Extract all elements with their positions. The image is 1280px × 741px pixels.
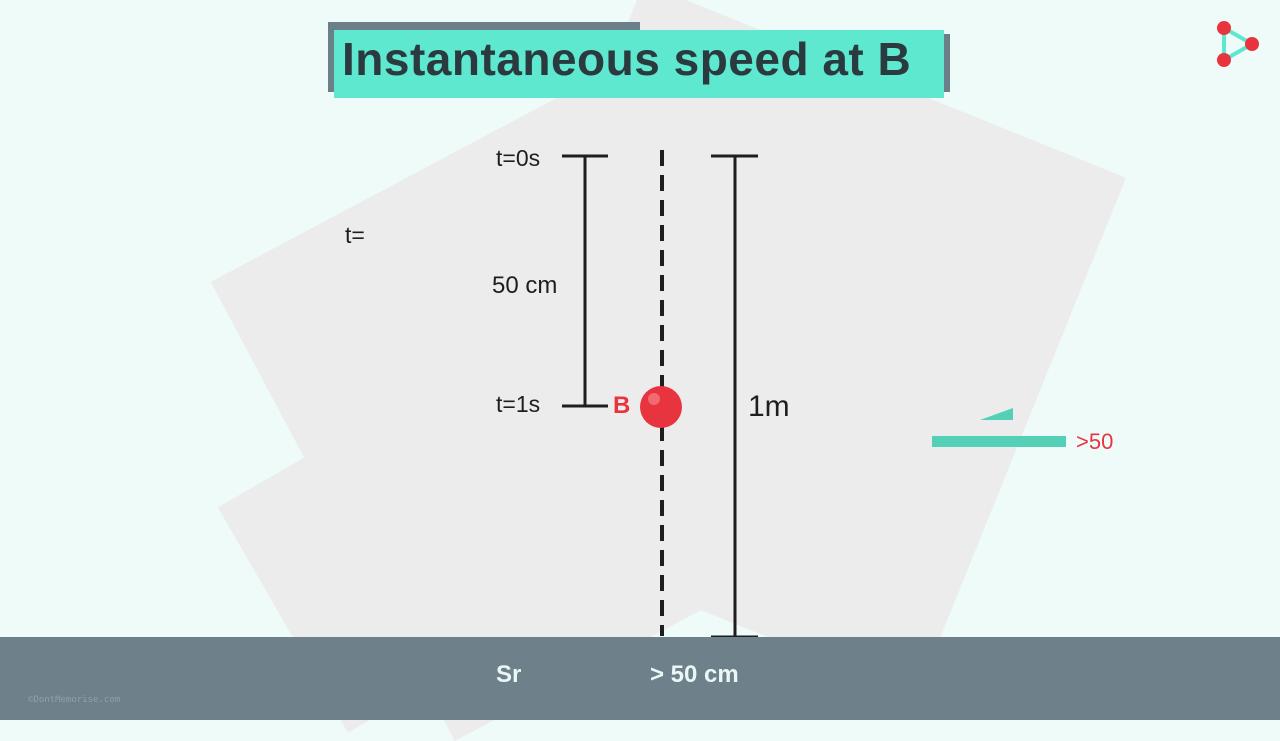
partial-time-label: t= [345,222,365,248]
total-distance-label: 1m [748,390,790,423]
page-title: Instantaneous speed at B [342,33,912,85]
point-b-label: B [613,392,631,419]
distance-label: 50 cm [492,272,558,299]
ball-b [640,386,682,428]
side-value-label: >50 [1076,429,1114,454]
subtitle-left-text: Sr [496,661,522,688]
green-bar-lower [932,436,1066,447]
mid-time-label: t=1s [496,391,541,417]
ball-highlight [648,393,660,405]
play-logo-icon [1217,21,1259,67]
title-highlight [334,30,944,98]
green-bar-upper [980,408,1013,420]
title-banner: Instantaneous speed at B [328,22,950,100]
subtitle-right-text: > 50 cm [650,661,739,688]
subtitle-bar: Sr > 50 cm [0,637,1280,720]
title-shadow-edge [940,34,950,92]
start-time-label: t=0s [496,145,541,171]
credit-watermark: ©DontMemorise.com [28,695,121,705]
motion-diagram [562,150,1066,639]
